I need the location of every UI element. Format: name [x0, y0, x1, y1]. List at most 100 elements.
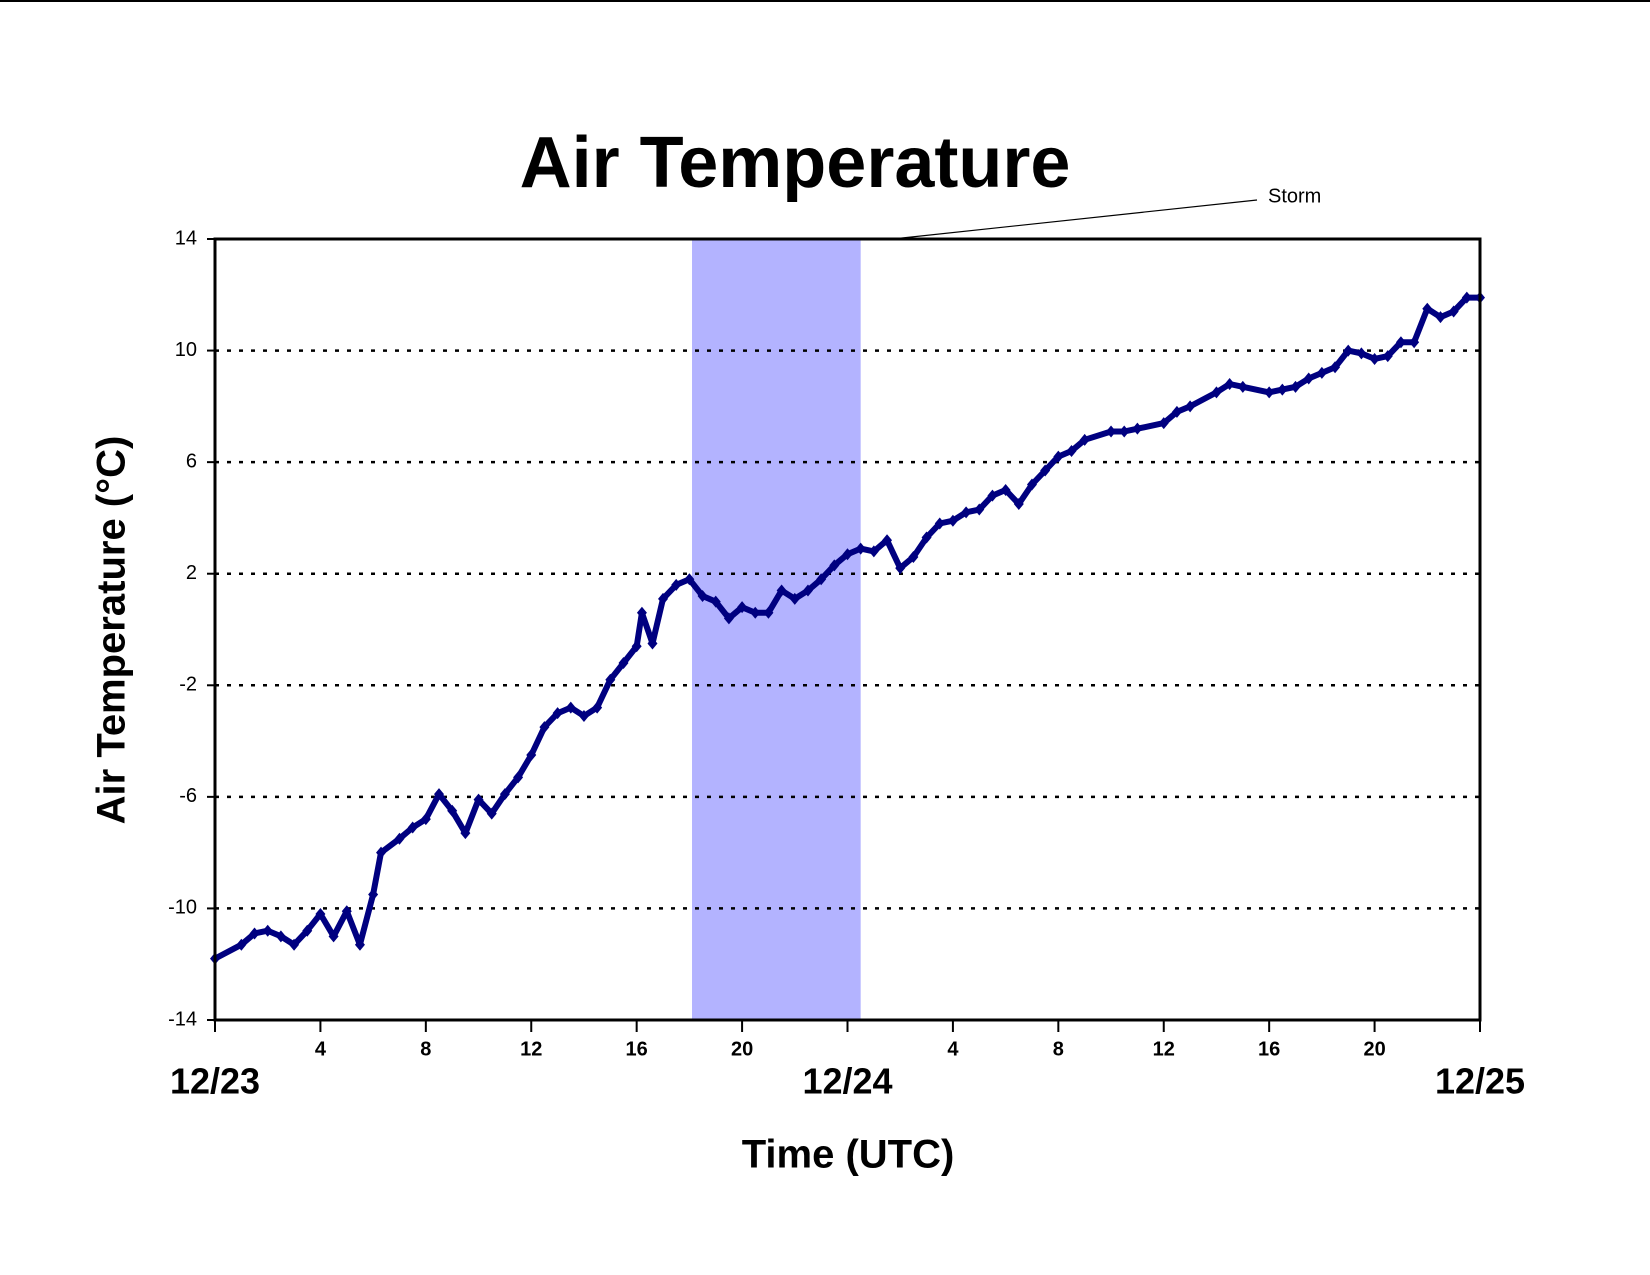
data-marker — [1119, 425, 1130, 438]
x-date-label: 12/25 — [1435, 1061, 1525, 1102]
data-marker — [1106, 425, 1117, 438]
data-marker — [1211, 386, 1222, 399]
y-tick-label: -14 — [168, 1008, 197, 1030]
data-marker — [1277, 383, 1288, 396]
data-marker — [275, 930, 286, 943]
data-marker — [1435, 311, 1446, 324]
data-marker — [552, 707, 563, 720]
data-marker — [908, 550, 919, 563]
y-tick-label: 10 — [175, 339, 197, 361]
data-marker — [341, 905, 352, 918]
data-marker — [636, 606, 647, 619]
data-marker — [1000, 484, 1011, 497]
data-marker — [631, 640, 642, 653]
data-marker — [723, 612, 734, 625]
data-marker — [513, 771, 524, 784]
y-tick-label: 6 — [186, 450, 197, 472]
data-marker — [1237, 380, 1248, 393]
data-marker — [394, 832, 405, 845]
data-marker — [447, 804, 458, 817]
x-tick-label: 12 — [1153, 1038, 1175, 1060]
data-marker — [1013, 497, 1024, 510]
data-marker — [776, 584, 787, 597]
y-tick-label: -10 — [168, 897, 197, 919]
data-marker — [354, 938, 365, 951]
data-marker — [1448, 305, 1459, 318]
data-marker — [302, 924, 313, 937]
data-marker — [855, 542, 866, 555]
y-tick-label: 2 — [186, 562, 197, 584]
data-marker — [289, 938, 300, 951]
data-marker — [934, 517, 945, 530]
data-marker — [671, 578, 682, 591]
data-marker — [376, 846, 387, 859]
data-marker — [526, 749, 537, 762]
y-tick-label: 14 — [175, 227, 197, 249]
data-marker — [1303, 372, 1314, 385]
x-tick-label: 4 — [315, 1038, 327, 1060]
x-tick-label: 12 — [520, 1038, 542, 1060]
x-date-label: 12/23 — [170, 1061, 260, 1102]
data-marker — [763, 606, 774, 619]
data-marker — [697, 590, 708, 603]
data-marker — [328, 930, 339, 943]
data-marker — [1053, 450, 1064, 463]
data-marker — [1026, 478, 1037, 491]
data-marker — [750, 606, 761, 619]
x-tick-label: 16 — [626, 1038, 648, 1060]
data-marker — [1409, 336, 1420, 349]
data-marker — [605, 673, 616, 686]
data-marker — [882, 534, 893, 547]
data-marker — [1422, 302, 1433, 315]
data-marker — [565, 701, 576, 714]
data-marker — [829, 559, 840, 572]
x-tick-label: 20 — [1363, 1038, 1385, 1060]
data-marker — [1290, 380, 1301, 393]
data-marker — [816, 573, 827, 586]
data-marker — [895, 562, 906, 575]
data-marker — [578, 709, 589, 722]
data-marker — [420, 813, 431, 826]
x-tick-label: 16 — [1258, 1038, 1280, 1060]
chart-title: Air Temperature — [520, 123, 1071, 203]
data-marker — [1185, 400, 1196, 413]
x-tick-label: 8 — [1053, 1038, 1064, 1060]
data-marker — [684, 573, 695, 586]
data-marker — [618, 656, 629, 669]
data-marker — [947, 514, 958, 527]
data-marker — [1382, 350, 1393, 363]
data-marker — [473, 793, 484, 806]
data-marker — [1158, 417, 1169, 430]
data-marker — [987, 489, 998, 502]
data-marker — [1066, 444, 1077, 457]
storm-region — [692, 239, 861, 1020]
y-tick-label: -2 — [179, 674, 197, 696]
data-marker — [647, 637, 658, 650]
annotation-leader — [892, 199, 1258, 240]
data-marker — [315, 908, 326, 921]
data-marker — [1171, 405, 1182, 418]
data-marker — [802, 584, 813, 597]
data-marker — [921, 531, 932, 544]
data-marker — [1316, 366, 1327, 379]
data-marker — [460, 827, 471, 840]
data-marker — [961, 506, 972, 519]
data-marker — [262, 924, 273, 937]
x-tick-label: 4 — [947, 1038, 959, 1060]
data-marker — [1461, 291, 1472, 304]
data-marker — [842, 548, 853, 561]
plot-frame — [213, 237, 1482, 1022]
data-marker — [1356, 347, 1367, 360]
data-marker — [249, 927, 260, 940]
data-marker — [868, 545, 879, 558]
data-marker — [658, 592, 669, 605]
x-date-label: 12/24 — [802, 1061, 892, 1102]
data-marker — [236, 938, 247, 951]
data-marker — [1343, 344, 1354, 357]
data-marker — [737, 601, 748, 614]
data-marker — [1330, 361, 1341, 374]
data-marker — [1369, 352, 1380, 365]
data-marker — [1264, 386, 1275, 399]
data-marker — [368, 888, 379, 901]
